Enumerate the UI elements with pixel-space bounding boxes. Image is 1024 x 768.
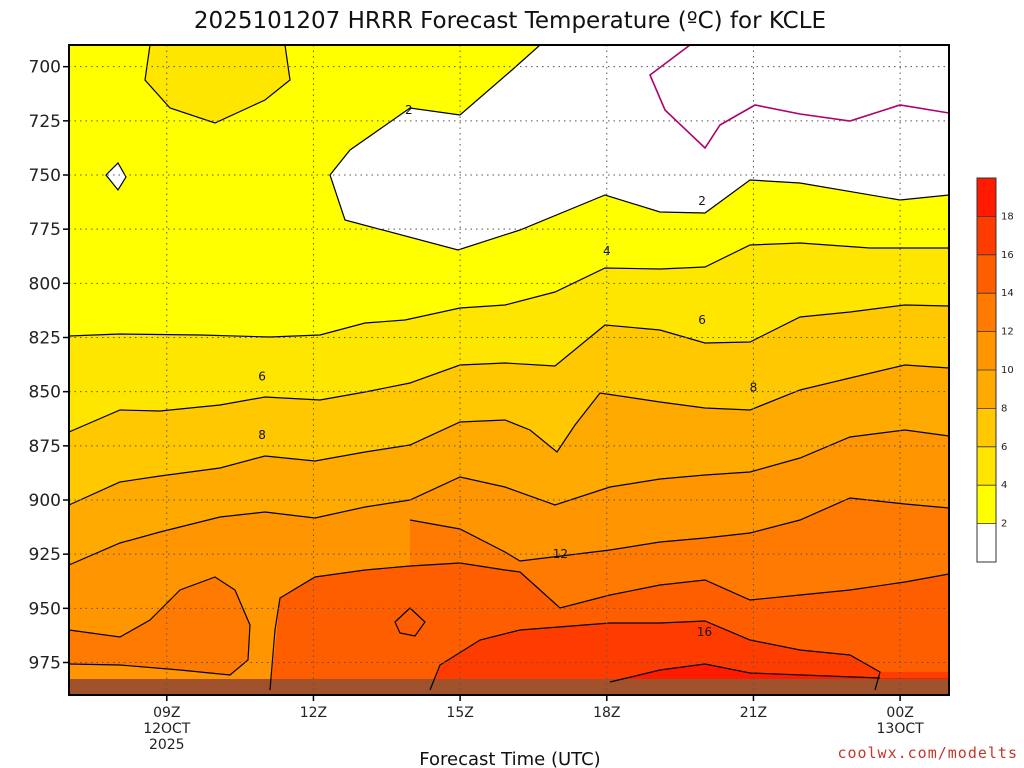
x-tick-label: 15Z xyxy=(446,705,473,721)
x-axis-label: Forecast Time (UTC) xyxy=(419,749,600,768)
x-tick-label: 09Z xyxy=(153,705,180,721)
colorbar-segment xyxy=(977,485,996,524)
colorbar-label: 14 xyxy=(1001,288,1014,299)
band-12-14-west xyxy=(69,577,250,675)
contour-label: 8 xyxy=(750,380,758,394)
y-tick-label: 800 xyxy=(29,274,61,294)
colorbar-segment xyxy=(977,216,996,255)
contour-label: 12 xyxy=(553,547,568,561)
colorbar-segment xyxy=(977,523,996,562)
colorbar-segment xyxy=(977,446,996,486)
x-tick-label: 2025 xyxy=(149,737,185,753)
contour-labels: 2 2 4 6 6 8 8 12 16 xyxy=(258,103,758,639)
grid xyxy=(69,45,949,695)
colorbar-label: 2 xyxy=(1001,519,1007,530)
y-tick-label: 725 xyxy=(29,112,61,132)
colorbar-label: 6 xyxy=(1001,442,1007,453)
contour-12-west xyxy=(69,576,251,676)
contour-label: 4 xyxy=(603,244,611,258)
contour-4 xyxy=(69,242,949,338)
y-tick-label: 950 xyxy=(29,599,61,619)
contour-label: 8 xyxy=(258,428,266,442)
contour-label: 6 xyxy=(698,313,706,327)
ground-surface xyxy=(69,679,949,695)
y-tick-label: 775 xyxy=(29,220,61,240)
colorbar-label: 10 xyxy=(1001,365,1014,376)
x-tick-label: 13OCT xyxy=(877,721,925,737)
contour-0 xyxy=(649,45,949,150)
colorbar-label: 16 xyxy=(1001,250,1014,261)
colorbar-segment xyxy=(977,254,996,294)
contour-2-pocket xyxy=(144,45,291,124)
y-tick-label: 875 xyxy=(29,437,61,457)
colorbar-label: 4 xyxy=(1001,480,1007,491)
contour-label: 16 xyxy=(697,625,712,639)
contour-10 xyxy=(69,429,949,566)
y-tick-label: 975 xyxy=(29,654,61,674)
x-tick-label: 12OCT xyxy=(143,721,191,737)
colorbar: 2 4 6 8 10 12 14 16 18 xyxy=(976,177,1014,563)
contour-label: 2 xyxy=(698,194,706,208)
cold-pocket xyxy=(106,163,126,190)
colorbar-label: 12 xyxy=(1001,327,1014,338)
contour-18 xyxy=(609,663,881,683)
chart-title: 2025101207 HRRR Forecast Temperature (ºC… xyxy=(194,8,826,34)
colorbar-label: 18 xyxy=(1001,211,1014,222)
x-tick-label: 00Z xyxy=(886,705,913,721)
contour-label: 6 xyxy=(258,370,266,384)
y-tick-label: 900 xyxy=(29,491,61,511)
y-tick-label: 825 xyxy=(29,329,61,349)
x-tick-label: 18Z xyxy=(593,705,620,721)
plot-area xyxy=(69,45,949,695)
colorbar-segment xyxy=(977,331,996,370)
y-axis: 700 725 750 775 800 825 850 875 900 925 950 975 xyxy=(29,58,69,674)
credit-text: coolwx.com/modelts xyxy=(837,744,1018,762)
colorbar-label: 8 xyxy=(1001,403,1007,414)
contour-2-upper xyxy=(329,45,949,251)
contour-16 xyxy=(429,620,881,691)
colorbar-segment xyxy=(977,178,996,217)
y-tick-label: 750 xyxy=(29,166,61,186)
contour-8 xyxy=(69,364,949,506)
x-tick-label: 12Z xyxy=(300,705,327,721)
colorbar-segment xyxy=(977,293,996,332)
contour-lines xyxy=(69,45,949,691)
y-tick-label: 925 xyxy=(29,545,61,565)
colorbar-segment xyxy=(977,370,996,409)
contour-label: 2 xyxy=(405,103,413,117)
x-tick-label: 21Z xyxy=(740,705,767,721)
contour-2-cold xyxy=(105,162,127,192)
contour-12 xyxy=(409,497,949,562)
contour-14-pocket xyxy=(394,607,426,637)
contour-14 xyxy=(269,562,949,691)
warm-pocket-upper xyxy=(145,45,290,123)
y-tick-label: 700 xyxy=(29,58,61,78)
colorbar-segment xyxy=(977,408,996,447)
plot-frame xyxy=(68,44,950,696)
contour-6 xyxy=(69,304,949,433)
y-tick-label: 850 xyxy=(29,383,61,403)
